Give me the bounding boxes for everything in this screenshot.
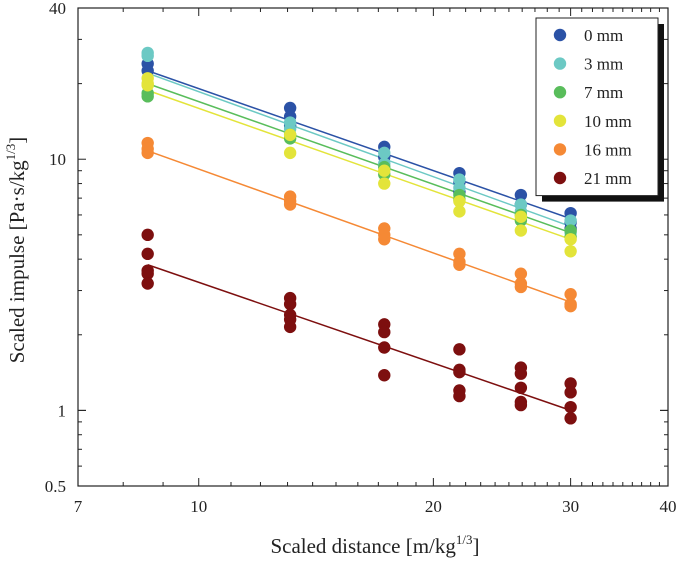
legend-label: 3 mm	[584, 55, 623, 74]
data-point	[453, 343, 466, 356]
data-point	[283, 146, 297, 160]
x-tick-label: 10	[190, 497, 207, 516]
data-point	[378, 146, 391, 160]
data-point	[564, 400, 577, 414]
x-axis-title: Scaled distance [m/kg1/3]	[270, 532, 479, 558]
legend-marker	[553, 28, 567, 42]
data-point	[141, 247, 154, 261]
fit-line	[147, 89, 571, 240]
data-point	[378, 164, 391, 177]
data-point	[453, 195, 466, 208]
data-point	[141, 277, 154, 290]
legend-label: 7 mm	[584, 83, 623, 102]
data-point	[378, 369, 391, 382]
legend-label: 16 mm	[584, 140, 632, 159]
data-point	[564, 377, 577, 390]
fit-line	[147, 264, 571, 412]
legend-label: 0 mm	[584, 26, 623, 45]
data-point	[141, 49, 154, 63]
data-point	[514, 267, 528, 280]
data-point	[514, 398, 528, 412]
data-point	[564, 214, 577, 227]
data-point	[378, 177, 391, 190]
fit-line	[147, 72, 571, 228]
data-point	[453, 205, 466, 218]
data-point	[453, 389, 466, 403]
data-point	[378, 233, 391, 246]
data-point	[141, 79, 154, 92]
data-point	[141, 267, 154, 280]
data-point	[141, 146, 154, 160]
y-axis-title: Scaled impulse [Pa·s/kg1/3]	[3, 137, 29, 364]
data-point	[283, 101, 297, 115]
fit-line	[147, 150, 571, 303]
data-point	[283, 297, 297, 311]
data-point	[514, 381, 528, 395]
axes: 7 10 20 30 40 0.5 1 10 40	[45, 0, 677, 516]
data-point	[141, 90, 154, 103]
fit-lines	[147, 70, 571, 412]
plot-frame	[77, 7, 669, 487]
fit-line	[147, 70, 571, 220]
y-tick-label: 10	[49, 150, 66, 169]
data-points	[141, 46, 577, 425]
data-point	[564, 288, 577, 301]
data-point	[453, 258, 466, 271]
data-point	[564, 386, 577, 399]
legend-label: 21 mm	[584, 169, 632, 188]
legend-marker	[553, 86, 567, 99]
data-point	[514, 210, 528, 223]
data-point	[453, 365, 466, 379]
data-point	[564, 233, 577, 246]
x-tick-label: 7	[74, 497, 83, 516]
data-point	[564, 245, 577, 258]
data-point	[141, 228, 154, 242]
data-point	[564, 299, 577, 313]
fit-line	[147, 82, 571, 234]
legend-marker	[553, 57, 567, 70]
x-tick-label: 20	[425, 497, 442, 516]
legend-marker	[553, 114, 567, 128]
data-point	[514, 280, 528, 294]
data-point	[514, 188, 528, 202]
data-point	[514, 367, 528, 380]
y-tick-label: 40	[49, 0, 66, 18]
legend-marker	[553, 143, 567, 156]
data-point	[514, 224, 528, 237]
y-tick-label: 1	[58, 401, 67, 420]
data-point	[564, 412, 577, 425]
legend-box	[535, 17, 659, 197]
data-point	[283, 128, 297, 142]
data-point	[283, 198, 297, 211]
data-point	[378, 325, 391, 339]
legend: 0 mm 3 mm 7 mm 10 mm 16 mm 21 mm	[535, 17, 664, 202]
legend-marker	[553, 171, 567, 185]
x-tick-label: 40	[660, 497, 677, 516]
y-tick-label: 0.5	[45, 477, 66, 496]
data-point	[283, 320, 297, 334]
data-point	[378, 341, 391, 354]
legend-label: 10 mm	[584, 112, 632, 131]
x-tick-label: 30	[562, 497, 579, 516]
